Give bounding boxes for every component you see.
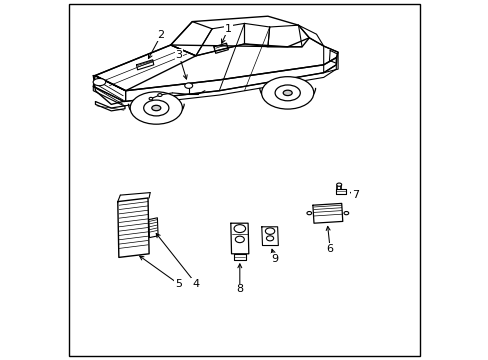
Polygon shape: [336, 189, 346, 194]
Text: 1: 1: [224, 24, 231, 34]
Ellipse shape: [184, 83, 192, 88]
Polygon shape: [312, 203, 342, 223]
Ellipse shape: [149, 97, 152, 100]
Polygon shape: [93, 58, 336, 102]
Ellipse shape: [266, 236, 273, 241]
Ellipse shape: [130, 92, 182, 124]
Polygon shape: [95, 45, 196, 91]
Polygon shape: [93, 65, 336, 106]
Polygon shape: [233, 254, 245, 260]
Ellipse shape: [235, 236, 244, 243]
Ellipse shape: [344, 211, 348, 215]
Ellipse shape: [283, 90, 292, 95]
Text: 5: 5: [174, 279, 182, 289]
Polygon shape: [95, 102, 125, 111]
Ellipse shape: [275, 85, 300, 101]
Polygon shape: [93, 76, 125, 104]
Polygon shape: [118, 198, 149, 257]
Ellipse shape: [336, 183, 341, 186]
Ellipse shape: [143, 100, 168, 116]
Text: 4: 4: [192, 279, 199, 289]
Ellipse shape: [306, 211, 311, 215]
Polygon shape: [230, 223, 248, 254]
Polygon shape: [213, 43, 228, 53]
Text: 2: 2: [157, 30, 164, 40]
Text: 6: 6: [326, 244, 333, 254]
Ellipse shape: [265, 228, 274, 234]
Ellipse shape: [93, 78, 105, 86]
Polygon shape: [298, 25, 323, 46]
Text: 3: 3: [175, 50, 182, 60]
Ellipse shape: [261, 77, 313, 109]
Polygon shape: [323, 46, 337, 73]
Polygon shape: [170, 16, 309, 47]
Text: 8: 8: [236, 284, 243, 294]
Ellipse shape: [234, 225, 245, 233]
Text: 7: 7: [351, 190, 358, 200]
Polygon shape: [261, 227, 278, 246]
Ellipse shape: [151, 105, 161, 111]
Ellipse shape: [158, 94, 162, 96]
Polygon shape: [95, 38, 337, 91]
Polygon shape: [136, 60, 153, 70]
Polygon shape: [148, 218, 158, 238]
Text: 9: 9: [271, 254, 278, 264]
